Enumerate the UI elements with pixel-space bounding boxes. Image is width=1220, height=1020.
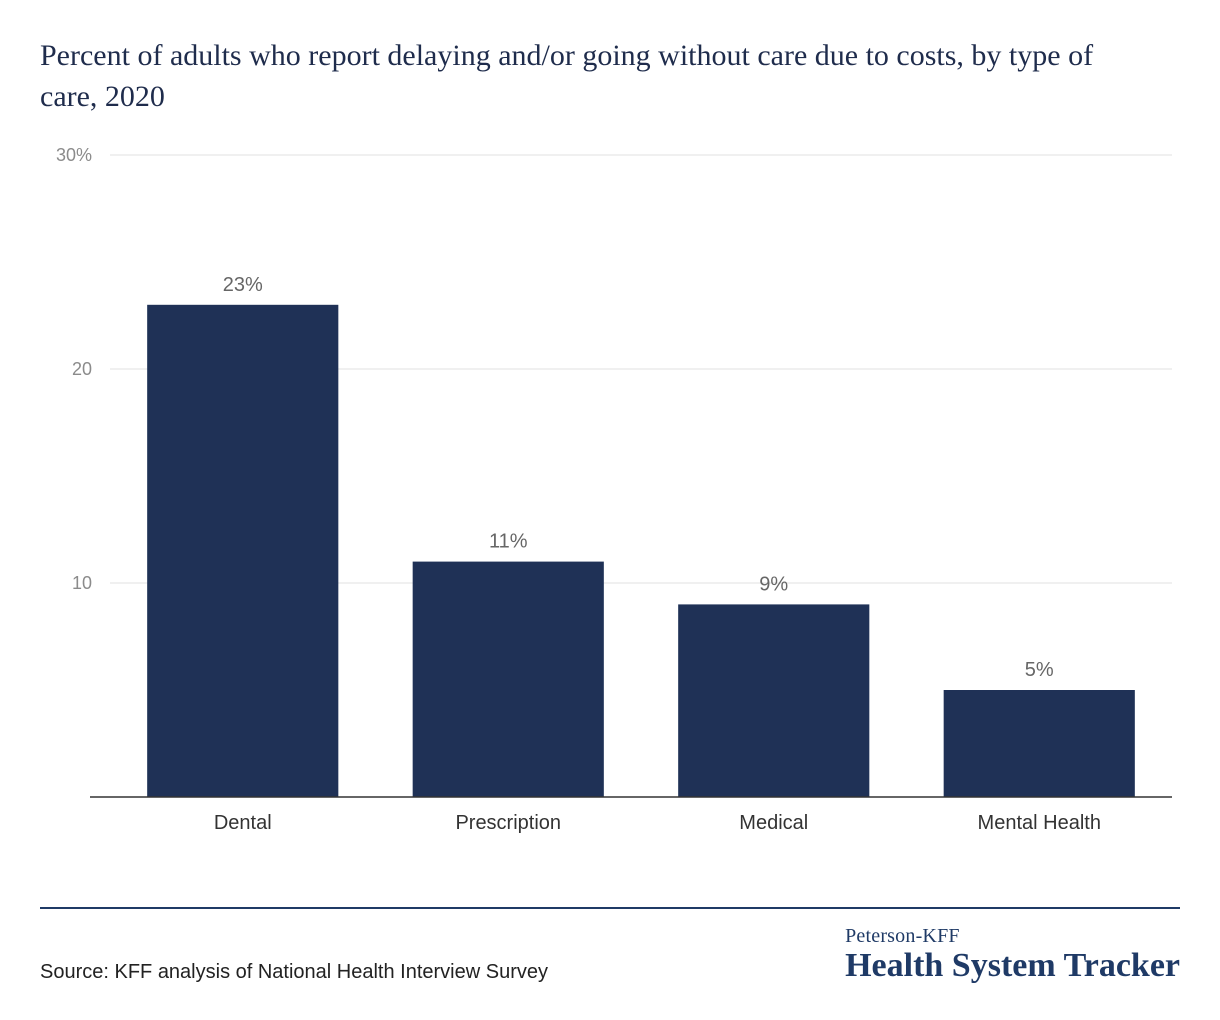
footer-row: Source: KFF analysis of National Health … — [40, 925, 1180, 984]
chart-footer: Source: KFF analysis of National Health … — [40, 907, 1180, 984]
bar — [413, 562, 604, 797]
bar — [944, 690, 1135, 797]
chart-plot-area: 30% 20 10 23% Dental 11% Prescription 9% Medical… — [40, 145, 1180, 845]
x-axis-category-label: Mental Health — [978, 812, 1101, 834]
bar — [147, 305, 338, 797]
publisher-logo: Peterson-KFF Health System Tracker — [845, 925, 1180, 984]
y-axis-tick-label: 30% — [56, 145, 92, 165]
bar-value-label: 5% — [1025, 659, 1054, 681]
footer-divider — [40, 907, 1180, 909]
x-axis-category-label: Prescription — [455, 812, 561, 834]
y-axis-tick-label: 20 — [72, 359, 92, 379]
source-text: Source: KFF analysis of National Health … — [40, 961, 548, 984]
chart-title: Percent of adults who report delaying an… — [40, 36, 1140, 117]
logo-bottom-line: Health System Tracker — [845, 948, 1180, 984]
bar-value-label: 9% — [759, 573, 788, 595]
bar-value-label: 11% — [489, 531, 528, 553]
bar-chart-svg: 30% 20 10 23% Dental 11% Prescription 9% Medical… — [40, 145, 1180, 845]
bar — [678, 604, 869, 797]
logo-top-line: Peterson-KFF — [845, 925, 1180, 948]
bar-value-label: 23% — [223, 274, 263, 296]
x-axis-category-label: Medical — [739, 812, 808, 834]
chart-canvas: Percent of adults who report delaying an… — [0, 0, 1220, 1020]
x-axis-category-label: Dental — [214, 812, 272, 834]
y-axis-tick-label: 10 — [72, 573, 92, 593]
